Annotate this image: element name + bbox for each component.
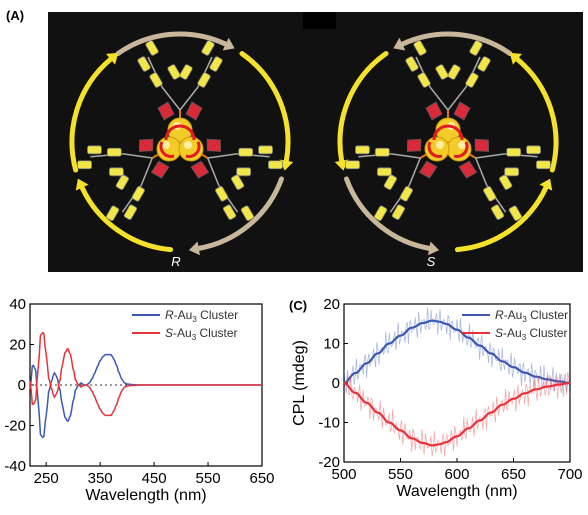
legend-entry: S-Au3 Cluster (495, 326, 568, 342)
s-label: S (427, 254, 436, 269)
x-axis-label: Wavelength (nm) (396, 483, 517, 500)
x-tick-label: 650 (501, 466, 526, 483)
arrow-head (334, 159, 349, 171)
legend-entry: R-Au3 Cluster (165, 308, 238, 324)
ligand-arm (77, 138, 181, 221)
y-tick-label: 10 (323, 336, 340, 353)
arrow-head (509, 52, 522, 65)
rotation-arrow (337, 51, 389, 164)
x-tick-label: 500 (331, 466, 356, 483)
x-tick-label: 250 (34, 470, 59, 487)
series-line (343, 319, 570, 385)
x-tick-label: 700 (557, 466, 582, 483)
rotation-arrow (196, 176, 284, 251)
arrow-head (188, 241, 200, 256)
series-line (29, 353, 262, 439)
y-tick-label: -20 (4, 418, 26, 435)
y-tick-label: -10 (318, 415, 340, 432)
ligand-arm (137, 40, 223, 142)
chirality-arrow (427, 141, 443, 158)
chirality-arrow (164, 124, 196, 141)
y-tick-label: -20 (318, 454, 340, 471)
s-enantiomer (334, 31, 559, 256)
series-line (29, 331, 262, 417)
molecular-structure-figure: R S (48, 12, 583, 272)
series-line (343, 381, 570, 447)
x-tick-label: 550 (196, 470, 221, 487)
series-noise (343, 371, 571, 457)
panel-a-label: (A) (6, 8, 25, 23)
legend-entry: S-Au3 Cluster (165, 326, 238, 342)
chirality-arrow (185, 141, 201, 158)
panel-c-label: (C) (289, 298, 308, 313)
r-enantiomer (69, 31, 294, 256)
rotation-arrow (454, 185, 549, 253)
rotation-arrow (399, 31, 513, 57)
arrow-head (539, 178, 553, 191)
arrow-head (75, 178, 89, 191)
rotation-arrow (69, 56, 114, 173)
arrow-head (393, 37, 406, 51)
x-axis-label: Wavelength (nm) (85, 487, 206, 504)
chirality-arrow (159, 141, 175, 158)
y-tick-label: 40 (9, 296, 26, 313)
r-label: R (171, 254, 180, 269)
x-tick-label: 650 (249, 470, 274, 487)
arrow-head (106, 52, 119, 65)
arrow-head (428, 241, 440, 256)
cpl-spectrum-chart: 500 550 600 650 700 -20 -10 0 10 20 Wavelength (nm… (291, 296, 583, 500)
ligand-arm (345, 138, 449, 221)
x-tick-label: 450 (142, 470, 167, 487)
cd-spectrum-chart: 250 350 450 550 650 -40 -20 0 20 40 Wavelength (nm… (4, 296, 274, 504)
series-noise (343, 307, 571, 397)
rotation-arrow (79, 185, 174, 253)
chirality-arrow (432, 124, 464, 141)
rotation-arrow (115, 31, 229, 57)
y-tick-label: 0 (18, 377, 26, 394)
ligand-arm (447, 138, 551, 221)
x-tick-label: 550 (388, 466, 413, 483)
arrow-head (222, 37, 235, 51)
x-tick-label: 600 (444, 466, 469, 483)
figure-background (48, 12, 583, 272)
black-tab (303, 12, 336, 29)
chirality-arrow (453, 141, 469, 158)
arrow-head (279, 159, 294, 171)
y-tick-label: -40 (4, 458, 26, 475)
legend-entry: R-Au3 Cluster (495, 308, 568, 324)
rotation-arrow (344, 176, 432, 251)
y-tick-label: 0 (332, 375, 340, 392)
y-tick-label: 20 (9, 337, 26, 354)
ligand-arm (179, 138, 283, 221)
rotation-arrow (239, 51, 291, 164)
y-axis-label: CPL (mdeg) (291, 340, 308, 426)
x-tick-label: 350 (88, 470, 113, 487)
rotation-arrow (514, 56, 559, 173)
y-tick-label: 20 (323, 296, 340, 313)
